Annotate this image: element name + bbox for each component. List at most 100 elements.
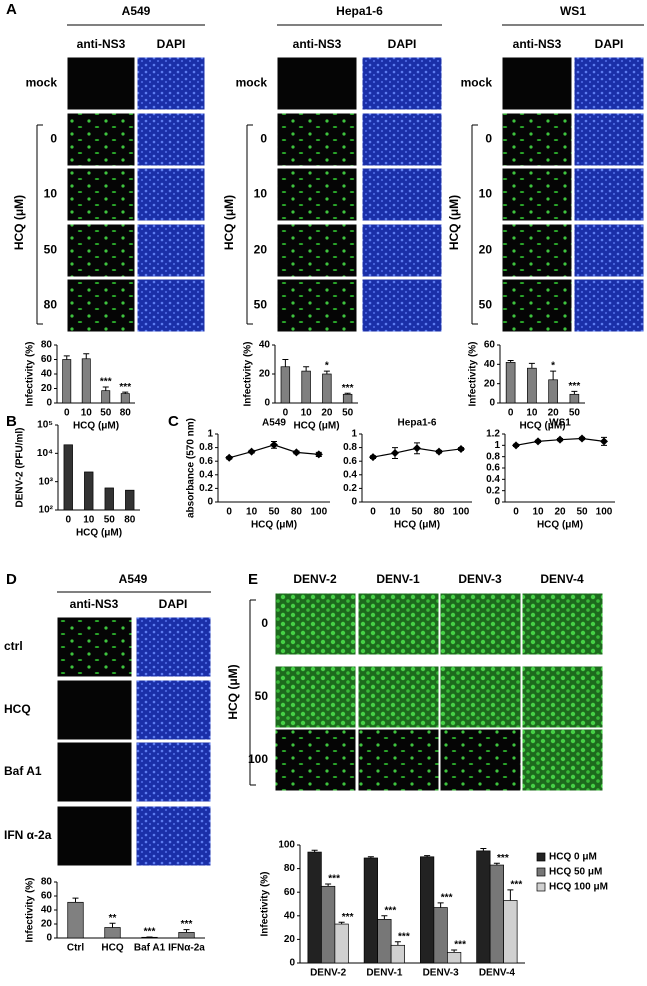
micrograph: [501, 223, 573, 278]
x-tick-label: 50: [100, 408, 112, 419]
y-tick-label: 1: [494, 440, 500, 451]
micrograph: [573, 223, 645, 278]
significance: ***: [454, 940, 466, 951]
panel-letter: C: [168, 413, 179, 430]
micrograph: [501, 167, 573, 222]
row-axis-label: HCQ (μM): [12, 195, 26, 250]
bar: [334, 923, 349, 964]
micrograph: [361, 112, 443, 167]
bar: [447, 952, 462, 964]
y-tick-label: 0: [264, 398, 270, 409]
x-tick-label: 0: [508, 408, 514, 419]
y-tick-label: 60: [284, 887, 296, 898]
bar: [322, 373, 332, 404]
micrograph: [276, 223, 358, 278]
column-header: anti-NS3: [293, 37, 342, 51]
y-tick-label: 0.2: [486, 485, 500, 496]
y-tick-label: 0.4: [486, 474, 500, 485]
bar: [363, 857, 378, 964]
micrograph: [66, 167, 136, 222]
bar: [84, 471, 94, 511]
significance: ***: [497, 853, 509, 864]
micrograph: [274, 728, 357, 792]
y-tick-label: 0: [46, 933, 52, 944]
micrograph: [136, 278, 206, 333]
y-tick-label: 1: [351, 429, 357, 440]
error-bar: [83, 353, 90, 359]
micrograph: [56, 741, 133, 803]
column-header: DENV-2: [293, 572, 337, 586]
y-tick-label: 10³: [39, 476, 54, 487]
x-tick-label: 80: [120, 408, 132, 419]
group-title: Hepa1-6: [336, 4, 383, 18]
row-label: IFN α-2a: [4, 828, 52, 842]
y-tick-label: 0.6: [343, 456, 357, 467]
error-bar: [109, 922, 116, 928]
row-label: 0: [260, 132, 267, 146]
y-tick-label: 80: [41, 877, 53, 888]
y-tick-label: 100: [278, 840, 295, 851]
error-bar: [63, 355, 70, 360]
error-bar: [571, 390, 578, 395]
x-tick-label: 20: [554, 507, 566, 518]
significance: *: [325, 361, 329, 372]
bar: [503, 900, 518, 964]
y-tick-label: 40: [259, 340, 271, 351]
y-tick-label: 0.8: [343, 442, 357, 453]
micrograph: [573, 56, 645, 111]
marker: [247, 447, 256, 456]
y-tick-label: 10⁵: [37, 420, 53, 431]
panel-letter: A: [6, 1, 17, 18]
x-tick-label: 20: [548, 408, 560, 419]
micrograph: [135, 679, 212, 741]
error-bar: [122, 391, 129, 394]
error-bar: [183, 929, 190, 933]
legend-swatch: [536, 882, 546, 892]
y-tick-label: 80: [41, 340, 53, 351]
bar: [62, 359, 72, 404]
column-header: anti-NS3: [513, 37, 562, 51]
x-tick-label: 10: [301, 408, 313, 419]
x-tick-label: Baf A1: [134, 943, 166, 954]
y-axis-label: absorbance (570 nm): [186, 418, 197, 518]
significance: ***: [569, 381, 581, 392]
micrograph: [357, 665, 440, 729]
row-label: 0: [485, 132, 492, 146]
y-tick-label: 20: [284, 934, 296, 945]
micrograph: [439, 592, 522, 656]
error-bar: [303, 366, 310, 372]
error-bar: [507, 889, 514, 901]
panel-letter: D: [6, 571, 17, 588]
bar: [548, 379, 558, 404]
y-axis-label: Infectivity (%): [243, 341, 254, 406]
x-tick-label: 10: [532, 507, 544, 518]
micrograph: [276, 56, 358, 111]
y-tick-label: 0.4: [199, 469, 213, 480]
significance: ***: [144, 927, 156, 938]
column-header: DAPI: [159, 597, 188, 611]
x-tick-label: 0: [370, 507, 376, 518]
chart-title: A549: [262, 418, 286, 429]
y-tick-label: 0.8: [199, 442, 213, 453]
row-label: 50: [479, 298, 493, 312]
panel-letter: E: [248, 571, 258, 588]
error-bar: [367, 856, 374, 858]
significance: ***: [100, 377, 112, 388]
column-header: anti-NS3: [70, 597, 119, 611]
x-axis-label: HCQ (μM): [519, 421, 565, 432]
error-bar: [528, 362, 535, 369]
row-label: 50: [254, 298, 268, 312]
micrograph: [501, 56, 573, 111]
error-bar: [338, 921, 345, 925]
micrograph: [439, 665, 522, 729]
y-tick-label: 60: [41, 354, 53, 365]
group-title: A549: [122, 4, 151, 18]
error-bar: [282, 359, 289, 367]
row-axis-label: HCQ (μM): [226, 664, 240, 719]
significance: ***: [511, 879, 523, 890]
micrograph: [573, 278, 645, 333]
y-axis-label: DENV-2 (PFU/ml): [15, 427, 26, 507]
bar: [390, 944, 405, 964]
micrograph: [66, 56, 136, 111]
y-tick-label: 20: [41, 919, 53, 930]
